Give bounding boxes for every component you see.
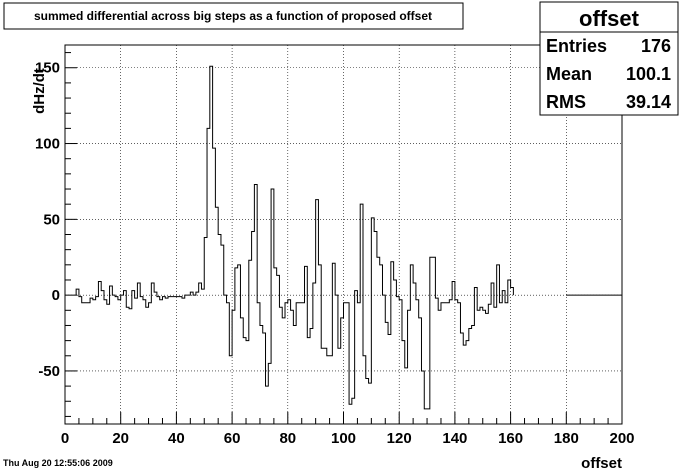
stats-entries-label: Entries [546,36,607,56]
x-tick-label-5: 100 [331,430,356,447]
chart-title: summed differential across big steps as … [34,9,432,23]
x-axis-title: offset [581,455,622,471]
y-axis-title: dHz/dt [31,68,48,114]
stats-box [539,1,679,116]
x-tick-label-1: 20 [112,430,129,447]
timestamp: Thu Aug 20 12:55:06 2009 [3,458,113,468]
grid-layer [65,45,622,424]
histogram-series [75,65,622,410]
y-tick-label-2: 50 [43,211,60,228]
y-tick-label-0: -50 [38,363,60,380]
title-box [3,2,464,30]
stats-rms-label: RMS [546,92,586,112]
x-tick-label-0: 0 [61,430,69,447]
x-tick-label-10: 200 [609,430,634,447]
x-tick-label-7: 140 [442,430,467,447]
y-tick-label-1: 0 [52,287,60,304]
x-tick-label-4: 80 [279,430,296,447]
x-tick-label-6: 120 [387,430,412,447]
stats-title: offset [579,6,640,31]
stats-entries-value: 176 [641,36,671,56]
x-tick-label-2: 40 [168,430,185,447]
stats-mean-value: 100.1 [626,64,671,84]
histogram-step-line [75,65,514,410]
y-tick-label-4: 150 [35,60,60,77]
y-tick-label-3: 100 [35,136,60,153]
x-tick-label-9: 180 [554,430,579,447]
stats-rms-value: 39.14 [626,92,671,112]
stats-mean-label: Mean [546,64,592,84]
tick-layer: 0 20 40 60 80 100 120 140 160 180 200 -50 0 50 100 150 [35,52,635,447]
x-tick-label-8: 160 [498,430,523,447]
x-tick-label-3: 60 [224,430,241,447]
